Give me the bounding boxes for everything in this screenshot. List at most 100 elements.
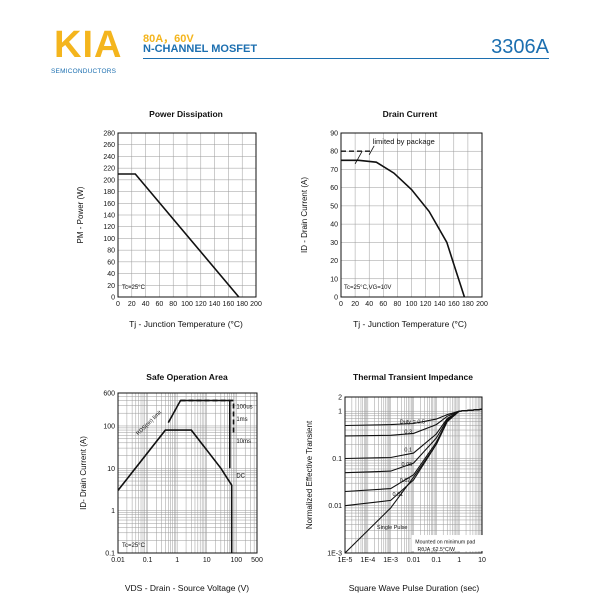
x-tick-label: 1 [175, 557, 179, 564]
y-tick-label: 30 [330, 240, 338, 247]
x-axis-label: Square Wave Pulse Duration (sec) [349, 583, 480, 593]
y-tick-label: 280 [103, 131, 115, 138]
y-tick-label: 1 [111, 508, 115, 515]
series-line-single [344, 408, 483, 554]
plot-frame [340, 132, 483, 298]
y-tick-label: 20 [107, 283, 115, 290]
duty-value: 0.02 [400, 478, 411, 484]
x-tick-label: 40 [365, 301, 373, 308]
x-tick-label: 40 [142, 301, 150, 308]
spec-rating: 80A，60V [143, 33, 194, 45]
y-tick-label: 100 [103, 423, 115, 430]
y-tick-label: 20 [330, 258, 338, 265]
y-tick-label: 60 [330, 185, 338, 192]
soa-label: DC [236, 474, 245, 480]
note-bg [411, 535, 492, 552]
x-tick-label: 1E-5 [338, 557, 353, 564]
series-line-0 [341, 159, 466, 298]
y-tick-label: 0.1 [105, 551, 115, 558]
annotation: Tc=25°C [122, 543, 146, 549]
y-tick-label: 1E-3 [327, 551, 342, 558]
y-tick-label: 0 [334, 295, 338, 302]
rtheta-note: RθJA :62.5°C/W [418, 547, 456, 553]
part-number: 3306A [491, 36, 549, 58]
y-tick-label: 70 [330, 167, 338, 174]
x-tick-label: 180 [462, 301, 474, 308]
y-tick-label: 600 [103, 391, 115, 398]
y-tick-label: 200 [103, 177, 115, 184]
y-axis-label: ID- Drain Current (A) [79, 436, 88, 510]
y-tick-label: 40 [107, 271, 115, 278]
x-tick-label: 140 [209, 301, 221, 308]
x-tick-label: 160 [448, 301, 460, 308]
y-tick-label: 90 [330, 131, 338, 138]
chart-title: Safe Operation Area [146, 372, 228, 382]
y-tick-label: 140 [103, 213, 115, 220]
header-divider [143, 58, 549, 59]
x-tick-label: 20 [128, 301, 136, 308]
x-tick-label: 100 [230, 557, 242, 564]
plot-frame [117, 392, 258, 554]
x-tick-label: 0.1 [431, 557, 441, 564]
x-tick-label: 0 [116, 301, 120, 308]
chart-title: Drain Current [383, 109, 438, 119]
x-tick-label: 120 [195, 301, 207, 308]
x-axis-label: VDS - Drain - Source Voltage (V) [125, 583, 249, 593]
x-tick-label: 0.01 [407, 557, 421, 564]
y-tick-label: 10 [107, 466, 115, 473]
x-tick-label: 1E-4 [360, 557, 375, 564]
x-tick-label: 140 [434, 301, 446, 308]
plot-frame [344, 396, 483, 554]
x-tick-label: 10 [203, 557, 211, 564]
y-tick-label: 220 [103, 166, 115, 173]
annotation: Tc=25°C [122, 285, 146, 291]
series-line-10ms [167, 399, 231, 469]
y-tick-label: 180 [103, 189, 115, 196]
x-tick-label: 1 [457, 557, 461, 564]
mount-note: Mounted on minimum pad [415, 539, 475, 545]
soa-label: 1ms [236, 417, 247, 423]
x-tick-label: 100 [181, 301, 193, 308]
y-tick-label: 60 [107, 259, 115, 266]
x-tick-label: 0.1 [143, 557, 153, 564]
plot-frame [117, 132, 257, 298]
chart-title: Thermal Transient Impedance [353, 372, 473, 382]
annotation-package: limited by package [373, 137, 435, 146]
y-tick-label: 100 [103, 236, 115, 243]
y-axis-label: Normalized Effective Transient [305, 420, 314, 529]
y-tick-label: 80 [107, 248, 115, 255]
y-tick-label: 80 [330, 149, 338, 156]
duty-value: 0.05 [402, 462, 413, 468]
chart-title: Power Dissipation [149, 109, 223, 119]
x-tick-label: 20 [351, 301, 359, 308]
limit-arrow [368, 145, 375, 156]
x-tick-label: 0.01 [111, 557, 125, 564]
x-tick-label: 160 [223, 301, 235, 308]
limit-arrow [354, 151, 363, 165]
series-line-DC [117, 429, 233, 553]
y-axis-label: ID - Drain Current (A) [300, 177, 309, 253]
duty-value: 0.01 [392, 492, 403, 498]
x-tick-label: 80 [169, 301, 177, 308]
kia-logo: KIA [54, 24, 123, 66]
duty-label: Duty = 0.5 [400, 419, 425, 425]
x-tick-label: 200 [250, 301, 262, 308]
x-tick-label: 10 [478, 557, 486, 564]
x-tick-label: 100 [406, 301, 418, 308]
x-tick-label: 180 [236, 301, 248, 308]
soa-label: 10ms [236, 439, 251, 445]
y-tick-label: 120 [103, 224, 115, 231]
spec-type: N-CHANNEL MOSFET [143, 43, 258, 55]
logo-subtitle: SEMICONDUCTORS [51, 68, 117, 75]
x-tick-label: 200 [476, 301, 488, 308]
x-axis-label: Tj - Junction Temperature (°C) [353, 319, 467, 329]
y-axis-label: PM - Power (W) [76, 186, 85, 243]
x-tick-label: 0 [339, 301, 343, 308]
y-tick-label: 0 [111, 295, 115, 302]
x-tick-label: 80 [394, 301, 402, 308]
soa-label: 100us [236, 404, 252, 410]
y-tick-label: 10 [330, 276, 338, 283]
y-tick-label: 1 [338, 409, 342, 416]
y-tick-label: 260 [103, 142, 115, 149]
